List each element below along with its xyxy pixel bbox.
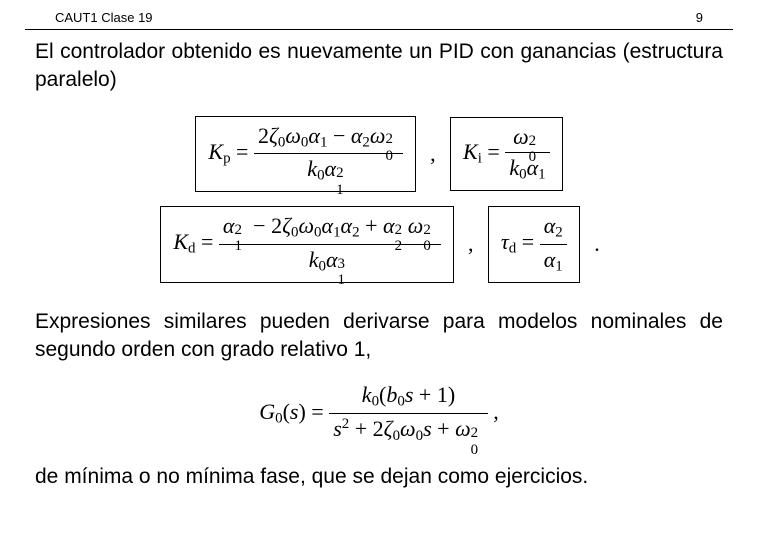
equation-row-1: Kp = 2ζ0ω0α1 − α2ω20 k0α21 , Ki = xyxy=(35,113,723,195)
equation-G0: G0(s) = k0(b0s + 1) s2 + 2ζ0ω0s + ω20 , xyxy=(35,382,723,445)
paragraph-1: El controlador obtenido es nuevamente un… xyxy=(35,38,723,95)
eq-Kp-box: Kp = 2ζ0ω0α1 − α2ω20 k0α21 xyxy=(195,116,415,192)
comma-2: , xyxy=(468,231,474,257)
eq-Ki-box: Ki = ω20 k0α1 xyxy=(450,117,563,191)
content: El controlador obtenido es nuevamente un… xyxy=(0,30,758,519)
paragraph-3: de mínima o no mínima fase, que se dejan… xyxy=(35,463,723,491)
eq-Ki: Ki = ω20 k0α1 xyxy=(463,139,550,164)
eq-Kp: Kp = 2ζ0ω0α1 − α2ω20 k0α21 xyxy=(208,139,402,164)
comma-1: , xyxy=(430,141,436,167)
eq-Kd: Kd = α21 − 2ζ0ω0α1α2 + α22ω20 k0α31 xyxy=(173,229,440,254)
eq-taud: τd = α2 α1 xyxy=(501,229,567,254)
eq-taud-box: τd = α2 α1 xyxy=(488,206,580,282)
eq-Kd-box: Kd = α21 − 2ζ0ω0α1α2 + α22ω20 k0α31 xyxy=(160,206,453,282)
page-header: CAUT1 Clase 19 9 xyxy=(25,0,733,30)
period-1: . xyxy=(594,231,600,257)
paragraph-2: Expresiones similares pueden derivarse p… xyxy=(35,308,723,365)
header-right: 9 xyxy=(696,10,703,25)
equation-row-2: Kd = α21 − 2ζ0ω0α1α2 + α22ω20 k0α31 , τd… xyxy=(35,203,723,285)
header-left: CAUT1 Clase 19 xyxy=(55,10,153,25)
